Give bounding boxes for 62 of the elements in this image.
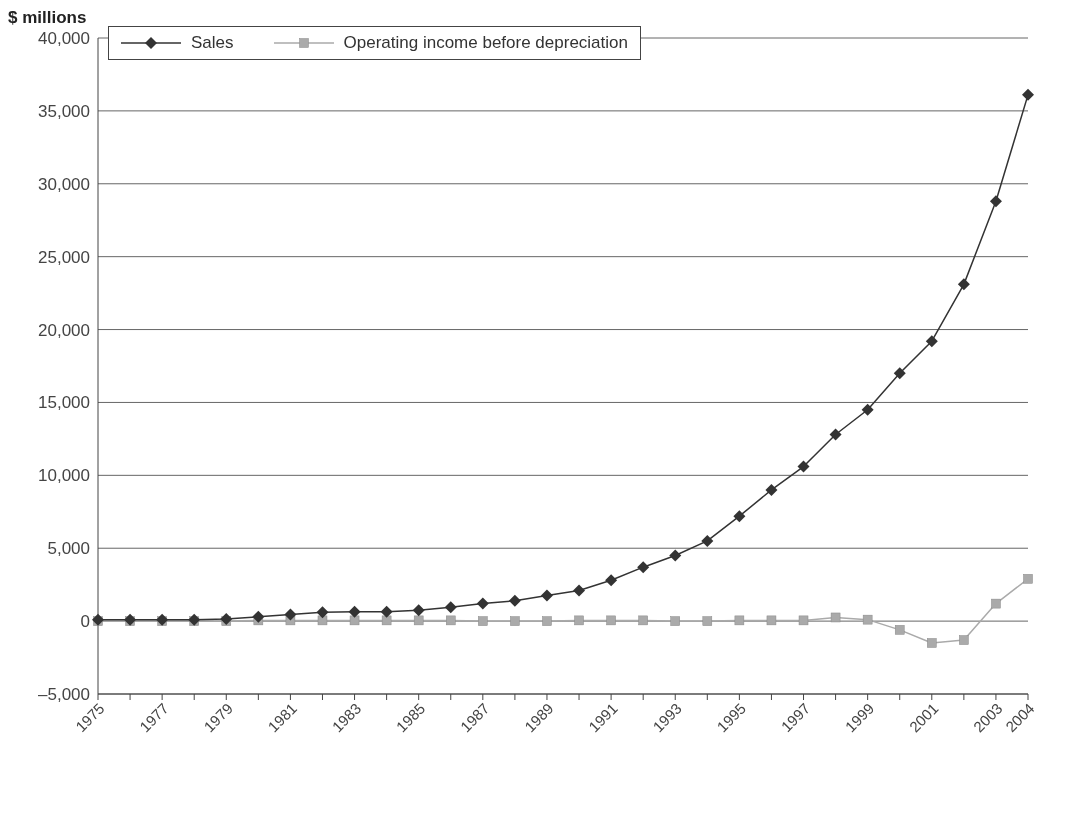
- point: [349, 615, 360, 626]
- point: [542, 616, 552, 626]
- y-axis-title: $ millions: [8, 8, 87, 28]
- point: [894, 625, 905, 635]
- point: [540, 589, 553, 602]
- point: [573, 584, 586, 597]
- y-tick-label: –5,000: [38, 685, 90, 705]
- point: [574, 615, 584, 626]
- point: [893, 367, 906, 380]
- point: [1022, 88, 1034, 101]
- point: [1023, 574, 1033, 584]
- point: [830, 612, 841, 623]
- point: [991, 598, 1001, 609]
- point: [638, 615, 648, 626]
- legend-label: Sales: [190, 33, 234, 53]
- point: [862, 614, 873, 625]
- y-tick-label: 0: [80, 612, 90, 632]
- point: [927, 638, 937, 648]
- point: [798, 615, 809, 626]
- y-tick-label: 5,000: [47, 539, 90, 559]
- point: [380, 605, 393, 618]
- point: [733, 510, 746, 523]
- point: [508, 594, 521, 607]
- point: [317, 615, 328, 626]
- point: [413, 615, 424, 626]
- point: [478, 616, 488, 626]
- y-tick-label: 25,000: [38, 247, 90, 267]
- point: [476, 597, 489, 610]
- point: [702, 616, 713, 626]
- point: [829, 428, 842, 441]
- point: [412, 604, 425, 617]
- point: [284, 608, 297, 621]
- point: [637, 561, 650, 574]
- point: [797, 460, 810, 473]
- point: [701, 534, 714, 547]
- point: [316, 606, 329, 619]
- y-tick-label: 40,000: [38, 29, 90, 49]
- y-tick-label: 20,000: [38, 320, 90, 340]
- point: [670, 616, 680, 626]
- point: [669, 549, 682, 562]
- y-tick-label: 30,000: [38, 174, 90, 194]
- point: [766, 615, 777, 626]
- point: [989, 195, 1002, 208]
- point: [252, 610, 265, 623]
- legend-label: Operating income before depreciation: [342, 33, 628, 53]
- y-tick-label: 15,000: [38, 393, 90, 413]
- y-tick-label: 10,000: [38, 466, 90, 486]
- point: [381, 615, 392, 626]
- point: [510, 616, 520, 626]
- point: [734, 615, 745, 626]
- point: [605, 574, 618, 587]
- point: [861, 403, 874, 416]
- point: [220, 612, 233, 625]
- point: [959, 635, 969, 645]
- point: [444, 601, 457, 614]
- y-tick-label: 35,000: [38, 101, 90, 121]
- point: [446, 615, 456, 626]
- point: [925, 335, 938, 348]
- point: [606, 615, 616, 626]
- point: [348, 605, 361, 618]
- point: [765, 483, 778, 496]
- point: [957, 278, 970, 291]
